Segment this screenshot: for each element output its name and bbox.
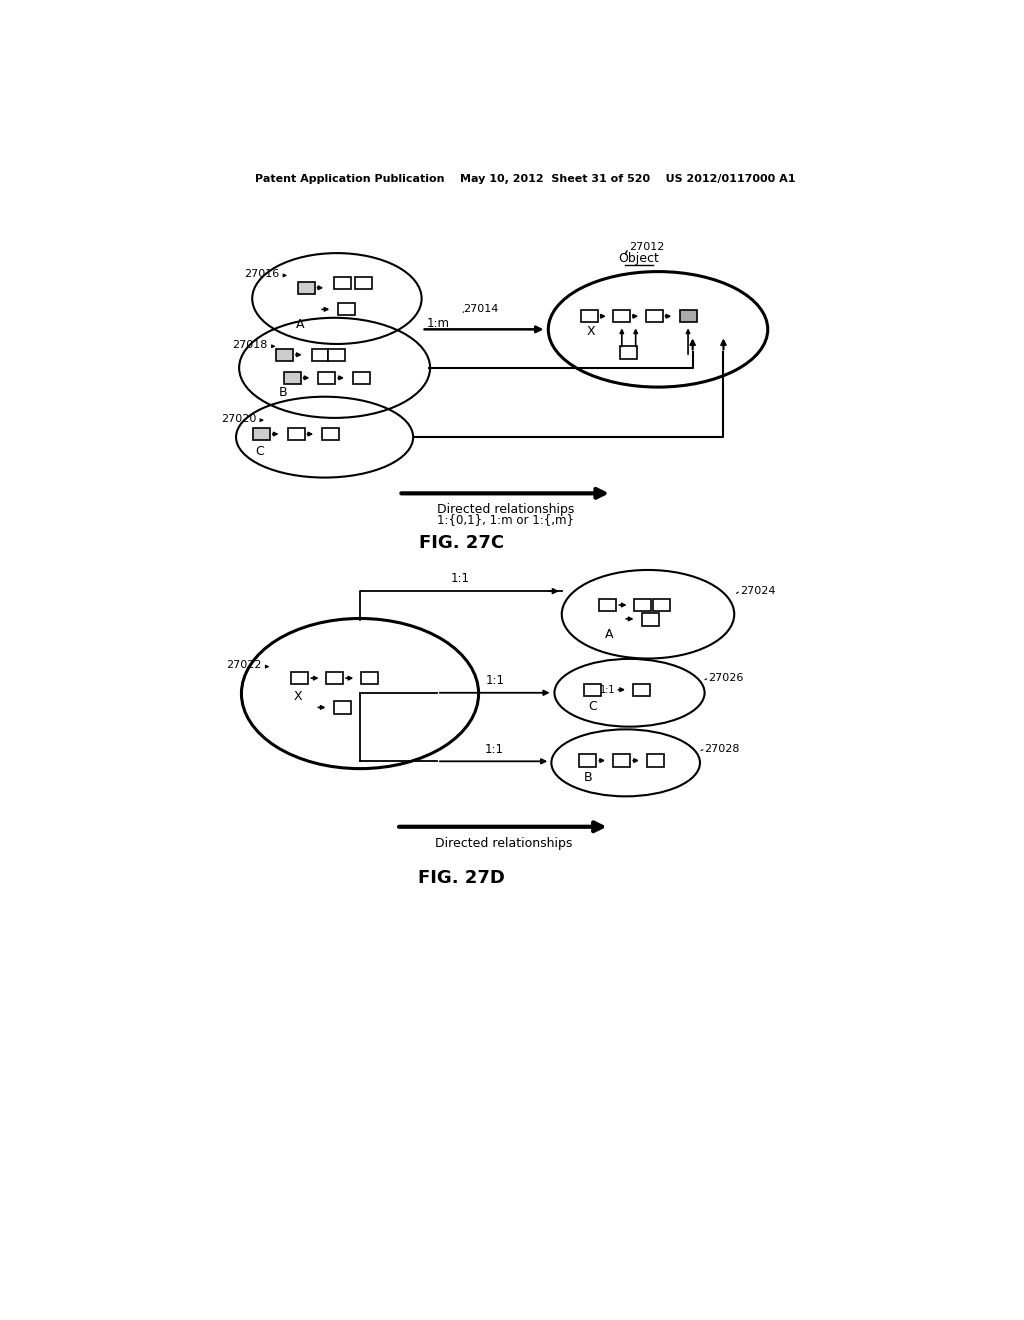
Text: 27022: 27022 [226, 660, 261, 671]
Text: 1:1: 1:1 [484, 743, 504, 756]
Text: 1:1: 1:1 [451, 572, 470, 585]
Text: 1:1: 1:1 [600, 685, 615, 694]
Bar [613, 755, 631, 767]
Bar [680, 310, 696, 322]
Bar [646, 310, 663, 322]
Bar [613, 310, 631, 322]
Text: 27016: 27016 [244, 269, 280, 279]
Bar [633, 684, 649, 696]
Bar [334, 701, 351, 714]
Text: 1:1: 1:1 [485, 675, 504, 688]
Text: 27012: 27012 [630, 242, 665, 252]
Text: 27018: 27018 [232, 339, 267, 350]
Text: A: A [296, 318, 304, 331]
Text: Patent Application Publication    May 10, 2012  Sheet 31 of 520    US 2012/01170: Patent Application Publication May 10, 2… [255, 174, 795, 183]
Text: B: B [279, 387, 288, 400]
Bar [329, 348, 345, 360]
Text: X: X [293, 689, 302, 702]
Bar [276, 348, 293, 360]
Text: 27014: 27014 [463, 304, 499, 314]
Text: A: A [605, 628, 613, 642]
Text: FIG. 27C: FIG. 27C [419, 535, 504, 552]
Bar [334, 277, 351, 289]
Text: 27024: 27024 [740, 586, 776, 597]
Bar [581, 310, 598, 322]
Bar [311, 348, 329, 360]
Bar [642, 614, 658, 626]
Text: Directed relationships: Directed relationships [434, 837, 572, 850]
Bar [288, 428, 304, 441]
Bar [360, 672, 378, 684]
Bar [284, 372, 301, 384]
Bar [584, 684, 601, 696]
Text: Directed relationships: Directed relationships [437, 503, 574, 516]
Text: 27026: 27026 [708, 673, 743, 684]
Bar [580, 755, 596, 767]
Text: 1:{0,1}, 1:m or 1:{,m}: 1:{0,1}, 1:m or 1:{,m} [437, 513, 574, 527]
Bar [647, 755, 665, 767]
Bar [653, 599, 671, 611]
Bar [253, 428, 270, 441]
Text: 27020: 27020 [221, 413, 256, 424]
Text: 1:m: 1:m [427, 317, 451, 330]
Bar [292, 672, 308, 684]
Bar [326, 672, 343, 684]
Bar [338, 304, 354, 315]
Bar [298, 281, 314, 294]
Bar [634, 599, 651, 611]
Bar [353, 372, 370, 384]
Bar [354, 277, 372, 289]
Text: B: B [584, 771, 592, 784]
Bar [318, 372, 336, 384]
Bar [599, 599, 616, 611]
Text: C: C [256, 445, 264, 458]
Text: Object: Object [618, 252, 659, 264]
Text: X: X [587, 325, 595, 338]
Text: FIG. 27D: FIG. 27D [418, 870, 505, 887]
Text: 27028: 27028 [705, 744, 739, 754]
Bar [621, 346, 637, 359]
Text: C: C [588, 700, 597, 713]
Bar [323, 428, 339, 441]
